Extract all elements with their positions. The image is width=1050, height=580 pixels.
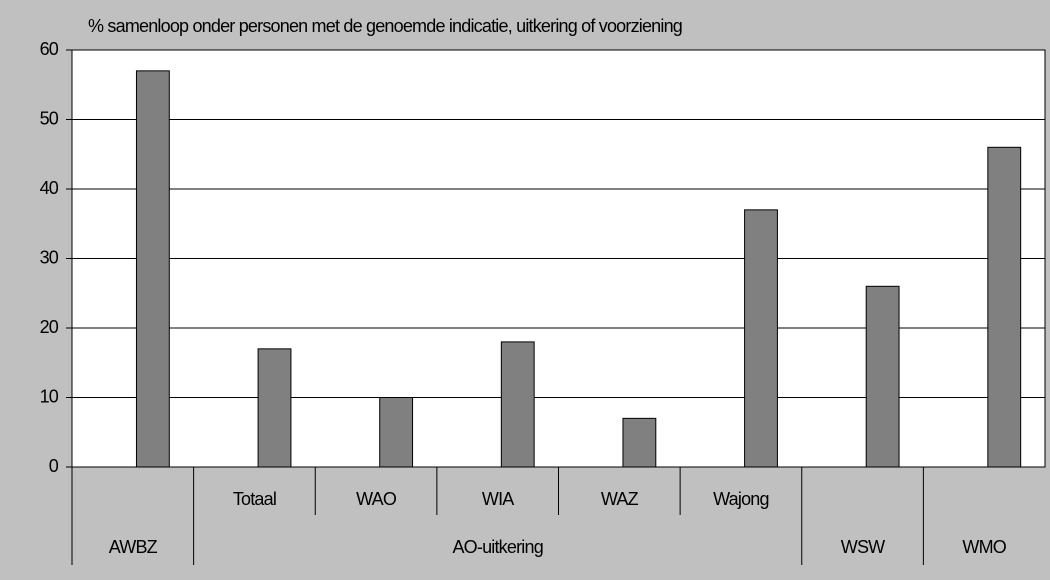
y-tick-label: 20: [40, 317, 59, 337]
y-tick-label: 0: [49, 456, 59, 476]
chart-title: % samenloop onder personen met de genoem…: [88, 16, 682, 36]
bar: [257, 348, 292, 468]
group-label: WMO: [962, 537, 1006, 557]
x-tick-label: Wajong: [713, 489, 769, 509]
group-label: AO-uitkering: [452, 537, 542, 557]
y-tick-label: 60: [40, 39, 59, 59]
y-tick-label: 40: [40, 178, 59, 198]
x-tick-label: WIA: [482, 489, 514, 509]
x-tick-label: WAO: [356, 489, 397, 509]
x-tick-label: WAZ: [601, 489, 639, 509]
y-tick-label: 50: [40, 108, 59, 128]
bar: [500, 341, 535, 468]
y-tick-label: 30: [40, 247, 59, 267]
bar: [135, 70, 170, 468]
group-label: AWBZ: [109, 537, 158, 557]
bar: [744, 209, 778, 468]
group-label: WSW: [841, 537, 885, 557]
x-tick-label: Totaal: [233, 489, 276, 509]
bar: [987, 146, 1022, 468]
bar: [379, 397, 414, 468]
bar: [865, 285, 900, 468]
y-tick-label: 10: [40, 386, 59, 406]
bar: [622, 417, 657, 468]
